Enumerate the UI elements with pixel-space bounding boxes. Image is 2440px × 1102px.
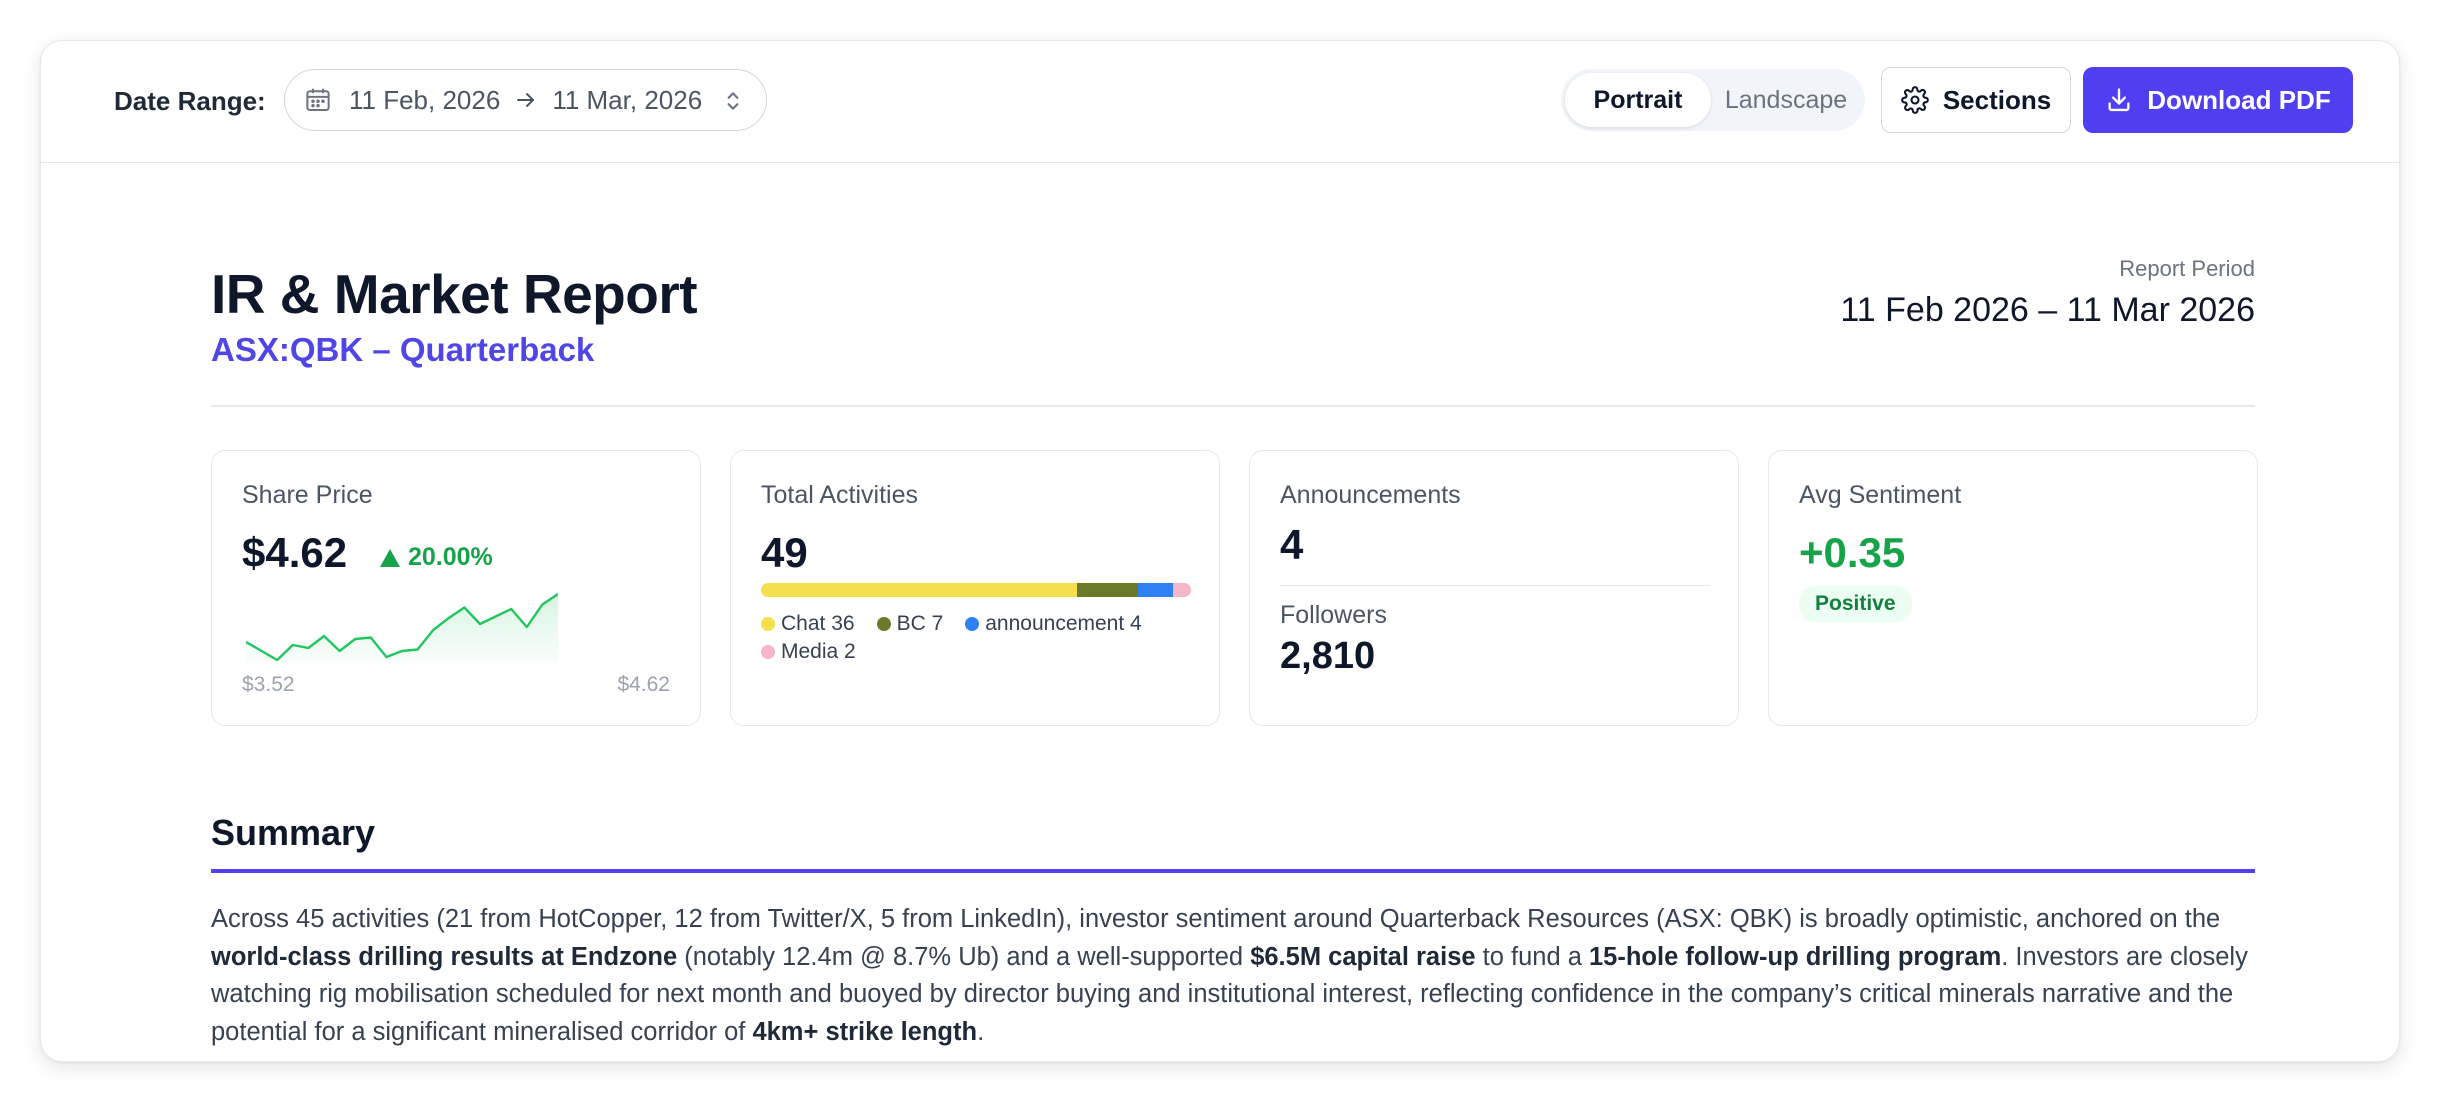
- price-change-value: 20.00%: [408, 543, 493, 571]
- legend-item-announcement: announcement 4: [965, 611, 1142, 637]
- summary-text: .: [977, 1017, 985, 1046]
- header-divider: [211, 405, 2255, 407]
- toolbar: Date Range: 11 Feb, 2026 11 Mar, 2026 Po…: [41, 41, 2399, 163]
- chevron-up-down-icon: [727, 92, 739, 110]
- summary-highlight: 4km+ strike length: [752, 1017, 978, 1046]
- arrow-right-icon: [517, 93, 535, 107]
- followers-value: 2,810: [1280, 635, 1376, 677]
- summary-rule: [211, 869, 2255, 873]
- sentiment-label: Avg Sentiment: [1799, 481, 1962, 509]
- gear-icon: [1900, 86, 1929, 114]
- sparkline-line: [246, 593, 558, 662]
- legend-item-media: Media 2: [761, 639, 856, 665]
- legend-item-bc: BC 7: [876, 611, 944, 637]
- total-activities-card: Total Activities 49 Chat 36 BC 7 announcem…: [730, 450, 1220, 726]
- summary-text: . Investors are closely watching rig mob…: [211, 942, 2248, 1046]
- summary-heading: Summary: [211, 812, 376, 853]
- portrait-option[interactable]: Portrait: [1565, 73, 1711, 127]
- activity-legend: Chat 36 BC 7 announcement 4 Media 2: [761, 611, 1201, 665]
- download-label: Download PDF: [2147, 84, 2331, 115]
- date-range-picker[interactable]: 11 Feb, 2026 11 Mar, 2026: [284, 69, 767, 131]
- legend-dot-icon: [965, 617, 980, 631]
- legend-dot-icon: [761, 617, 775, 631]
- activity-breakdown-bar: [761, 583, 1191, 597]
- summary-text: to fund a: [1475, 942, 1589, 971]
- activity-segment-chat: [761, 583, 1077, 597]
- download-pdf-button[interactable]: Download PDF: [2083, 67, 2353, 133]
- report-builder-card: Date Range: 11 Feb, 2026 11 Mar, 2026 Po…: [40, 40, 2400, 1062]
- orientation-toggle: Portrait Landscape: [1561, 69, 1865, 131]
- legend-label: Chat 36: [781, 612, 855, 635]
- report-period-label: Report Period: [2119, 256, 2255, 281]
- legend-dot-icon: [761, 645, 775, 659]
- sections-button[interactable]: Sections: [1881, 67, 2071, 133]
- legend-dot-icon: [876, 617, 891, 631]
- download-icon: [2108, 88, 2130, 112]
- announcements-label: Announcements: [1280, 481, 1461, 509]
- legend-label: BC 7: [896, 612, 944, 635]
- report-period-value: 11 Feb 2026 – 11 Mar 2026: [1840, 291, 2255, 329]
- share-price-value: $4.62: [242, 529, 348, 576]
- share-price-label: Share Price: [242, 481, 373, 509]
- summary-text: Across 45 activities (21 from HotCopper,…: [211, 905, 2221, 933]
- calendar-icon: [306, 88, 330, 111]
- sparkline-min: $3.52: [242, 673, 295, 696]
- summary-text: (notably 12.4m @ 8.7% Ub) and a well-sup…: [677, 942, 1251, 971]
- date-range-label: Date Range:: [114, 86, 266, 116]
- card-divider: [1280, 585, 1710, 586]
- date-to[interactable]: 11 Mar, 2026: [552, 84, 703, 115]
- activity-segment-announcement: [1138, 583, 1174, 597]
- landscape-option[interactable]: Landscape: [1724, 85, 1848, 114]
- price-change: 20.00%: [380, 543, 493, 572]
- followers-label: Followers: [1280, 601, 1387, 629]
- summary-highlight: $6.5M capital raise: [1250, 942, 1476, 971]
- summary-highlight: world-class drilling results at Endzone: [211, 942, 678, 971]
- legend-label: announcement 4: [985, 612, 1142, 635]
- total-activities-label: Total Activities: [761, 481, 919, 509]
- activity-segment-media: [1173, 583, 1191, 597]
- sentiment-badge: Positive: [1799, 586, 1912, 622]
- date-from[interactable]: 11 Feb, 2026: [349, 84, 501, 115]
- announcements-card: Announcements 4 Followers 2,810: [1249, 450, 1739, 726]
- summary-body: Across 45 activities (21 from HotCopper,…: [211, 901, 2255, 1061]
- activity-segment-bc: [1076, 583, 1139, 597]
- summary-paragraph: Across 45 activities (21 from HotCopper,…: [211, 901, 2255, 1051]
- summary-highlight: 15-hole follow-up drilling program: [1589, 942, 2002, 971]
- triangle-up-icon: [380, 548, 400, 567]
- announcements-value: 4: [1280, 521, 1304, 568]
- price-sparkline: [246, 593, 558, 663]
- legend-item-chat: Chat 36: [761, 611, 855, 637]
- sparkline-area: [246, 594, 558, 663]
- sentiment-card: Avg Sentiment +0.35 Positive: [1768, 450, 2258, 726]
- sentiment-value: +0.35: [1799, 529, 1906, 576]
- report-ticker: ASX:QBK – Quarterback: [211, 331, 595, 368]
- sparkline-max: $4.62: [617, 673, 670, 696]
- share-price-card: Share Price $4.62 20.00% $3.52 $4.62: [211, 450, 701, 726]
- legend-label: Media 2: [781, 640, 856, 663]
- report-title: IR & Market Report: [211, 263, 698, 325]
- total-activities-value: 49: [761, 529, 808, 576]
- sections-label: Sections: [1942, 84, 2052, 115]
